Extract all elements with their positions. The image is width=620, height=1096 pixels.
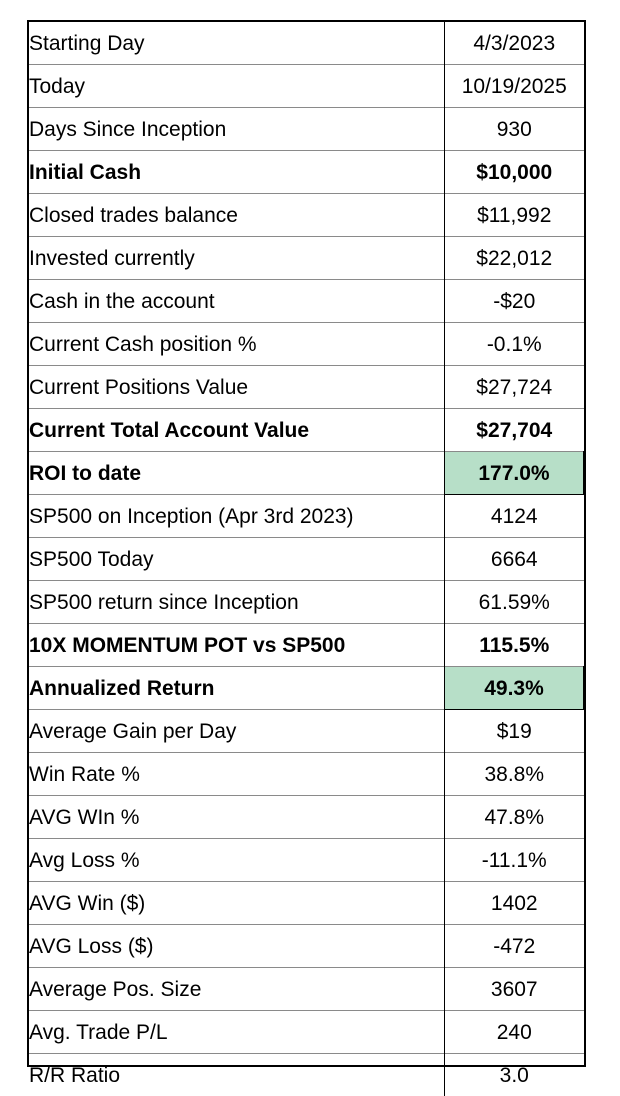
row-value: $11,992 [445,194,584,237]
row-label: SP500 return since Inception [29,581,445,624]
table-row: Closed trades balance$11,992 [29,194,584,237]
row-label: SP500 Today [29,538,445,581]
table-row: Avg Loss %-11.1% [29,839,584,882]
row-value: -0.1% [445,323,584,366]
row-value: 4/3/2023 [445,22,584,65]
table-row: Cash in the account-$20 [29,280,584,323]
row-label: AVG WIn % [29,796,445,839]
row-label: Average Gain per Day [29,710,445,753]
row-label: Current Positions Value [29,366,445,409]
row-label: AVG Win ($) [29,882,445,925]
row-label: Win Rate % [29,753,445,796]
row-label: Annualized Return [29,667,445,710]
row-label: Average Pos. Size [29,968,445,1011]
table-row: Current Positions Value$27,724 [29,366,584,409]
table-row: Win Rate %38.8% [29,753,584,796]
row-label: Starting Day [29,22,445,65]
row-label: Today [29,65,445,108]
row-value: 930 [445,108,584,151]
row-value: -$20 [445,280,584,323]
table-row: AVG Win ($)1402 [29,882,584,925]
row-label: Avg Loss % [29,839,445,882]
row-label: Current Total Account Value [29,409,445,452]
row-label: Current Cash position % [29,323,445,366]
row-value: 3607 [445,968,584,1011]
row-label: 10X MOMENTUM POT vs SP500 [29,624,445,667]
row-value: 1402 [445,882,584,925]
row-value: 240 [445,1011,584,1054]
row-value: 4124 [445,495,584,538]
row-value: 49.3% [445,667,584,710]
row-value: $22,012 [445,237,584,280]
row-label: Invested currently [29,237,445,280]
row-value: 6664 [445,538,584,581]
row-label: Initial Cash [29,151,445,194]
row-value: 177.0% [445,452,584,495]
row-value: $27,704 [445,409,584,452]
row-value: 38.8% [445,753,584,796]
row-label: Days Since Inception [29,108,445,151]
row-value: -472 [445,925,584,968]
row-label: ROI to date [29,452,445,495]
row-label: Cash in the account [29,280,445,323]
table-row: Average Gain per Day$19 [29,710,584,753]
table-row: Invested currently$22,012 [29,237,584,280]
table-row: AVG WIn %47.8% [29,796,584,839]
row-value: $19 [445,710,584,753]
row-value: 61.59% [445,581,584,624]
row-label: Avg. Trade P/L [29,1011,445,1054]
row-label: AVG Loss ($) [29,925,445,968]
row-label: SP500 on Inception (Apr 3rd 2023) [29,495,445,538]
table-row: Current Total Account Value$27,704 [29,409,584,452]
table-row: AVG Loss ($)-472 [29,925,584,968]
row-value: $27,724 [445,366,584,409]
table-row: SP500 on Inception (Apr 3rd 2023)4124 [29,495,584,538]
row-value: $10,000 [445,151,584,194]
row-value: 47.8% [445,796,584,839]
row-value: -11.1% [445,839,584,882]
table-row: Current Cash position %-0.1% [29,323,584,366]
row-label: Closed trades balance [29,194,445,237]
row-value: 115.5% [445,624,584,667]
row-value: 10/19/2025 [445,65,584,108]
table-row: Initial Cash$10,000 [29,151,584,194]
